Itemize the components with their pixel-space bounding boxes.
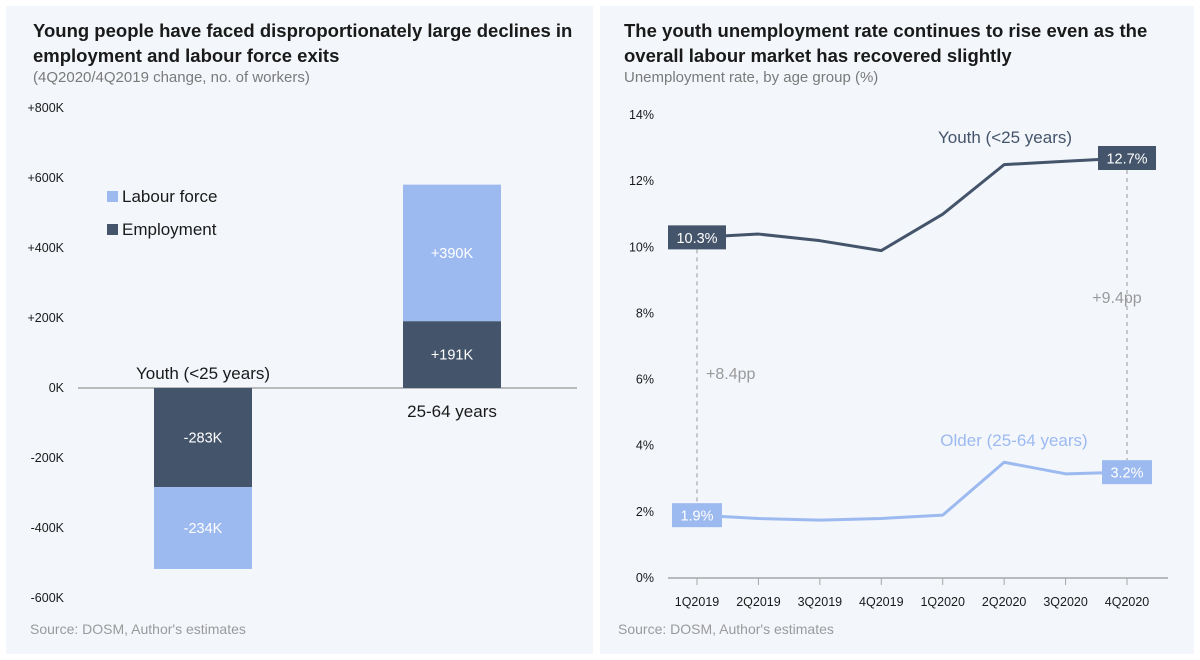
data-label-labour-force: -234K <box>184 521 223 537</box>
y-tick-label: 4% <box>636 439 654 453</box>
y-tick-label: 2% <box>636 505 654 519</box>
y-tick-label: 6% <box>636 373 654 387</box>
x-tick-label: 2Q2019 <box>736 595 781 609</box>
legend-swatch-labour-force <box>107 191 118 202</box>
category-label: Youth (<25 years) <box>136 364 270 383</box>
y-tick-label: +200K <box>28 311 65 325</box>
y-tick-label: -200K <box>31 451 65 465</box>
y-tick-label: +800K <box>28 101 65 115</box>
gap-annotation: +9.4pp <box>1092 290 1141 307</box>
legend-swatch-employment <box>107 224 118 235</box>
y-tick-label: 8% <box>636 306 654 320</box>
data-label-labour-force: +390K <box>431 246 474 262</box>
y-tick-label: -400K <box>31 521 65 535</box>
y-tick-label: -600K <box>31 591 65 605</box>
x-tick-label: 1Q2019 <box>675 595 720 609</box>
y-tick-label: 10% <box>629 240 654 254</box>
series-label-youth: Youth (<25 years) <box>938 128 1072 147</box>
legend-label-employment: Employment <box>122 220 217 239</box>
y-tick-label: 14% <box>629 108 654 122</box>
y-tick-label: +400K <box>28 241 65 255</box>
data-label-employment: +191K <box>431 348 474 364</box>
x-tick-label: 3Q2019 <box>798 595 843 609</box>
x-tick-label: 4Q2020 <box>1105 595 1150 609</box>
charts-canvas: +800K +600K +400K +200K 0K -200K -400K -600K -28… <box>0 0 1200 660</box>
y-tick-label: 12% <box>629 174 654 188</box>
data-label-employment: -283K <box>184 431 223 447</box>
x-tick-label: 1Q2020 <box>920 595 965 609</box>
gap-annotation: +8.4pp <box>706 366 755 383</box>
point-label: 3.2% <box>1110 466 1143 482</box>
line-youth <box>697 158 1127 251</box>
x-tick-label: 3Q2020 <box>1043 595 1088 609</box>
x-tick-label: 4Q2019 <box>859 595 904 609</box>
x-tick-label: 2Q2020 <box>982 595 1027 609</box>
y-tick-label: 0% <box>636 571 654 585</box>
category-label: 25-64 years <box>407 402 497 421</box>
point-label: 10.3% <box>676 231 717 247</box>
y-tick-label: +600K <box>28 171 65 185</box>
series-label-older: Older (25-64 years) <box>940 431 1087 450</box>
line-older <box>697 462 1127 520</box>
point-label: 1.9% <box>680 509 713 525</box>
y-tick-label: 0K <box>49 381 65 395</box>
point-label: 12.7% <box>1106 151 1147 167</box>
legend-label-labour-force: Labour force <box>122 187 217 206</box>
